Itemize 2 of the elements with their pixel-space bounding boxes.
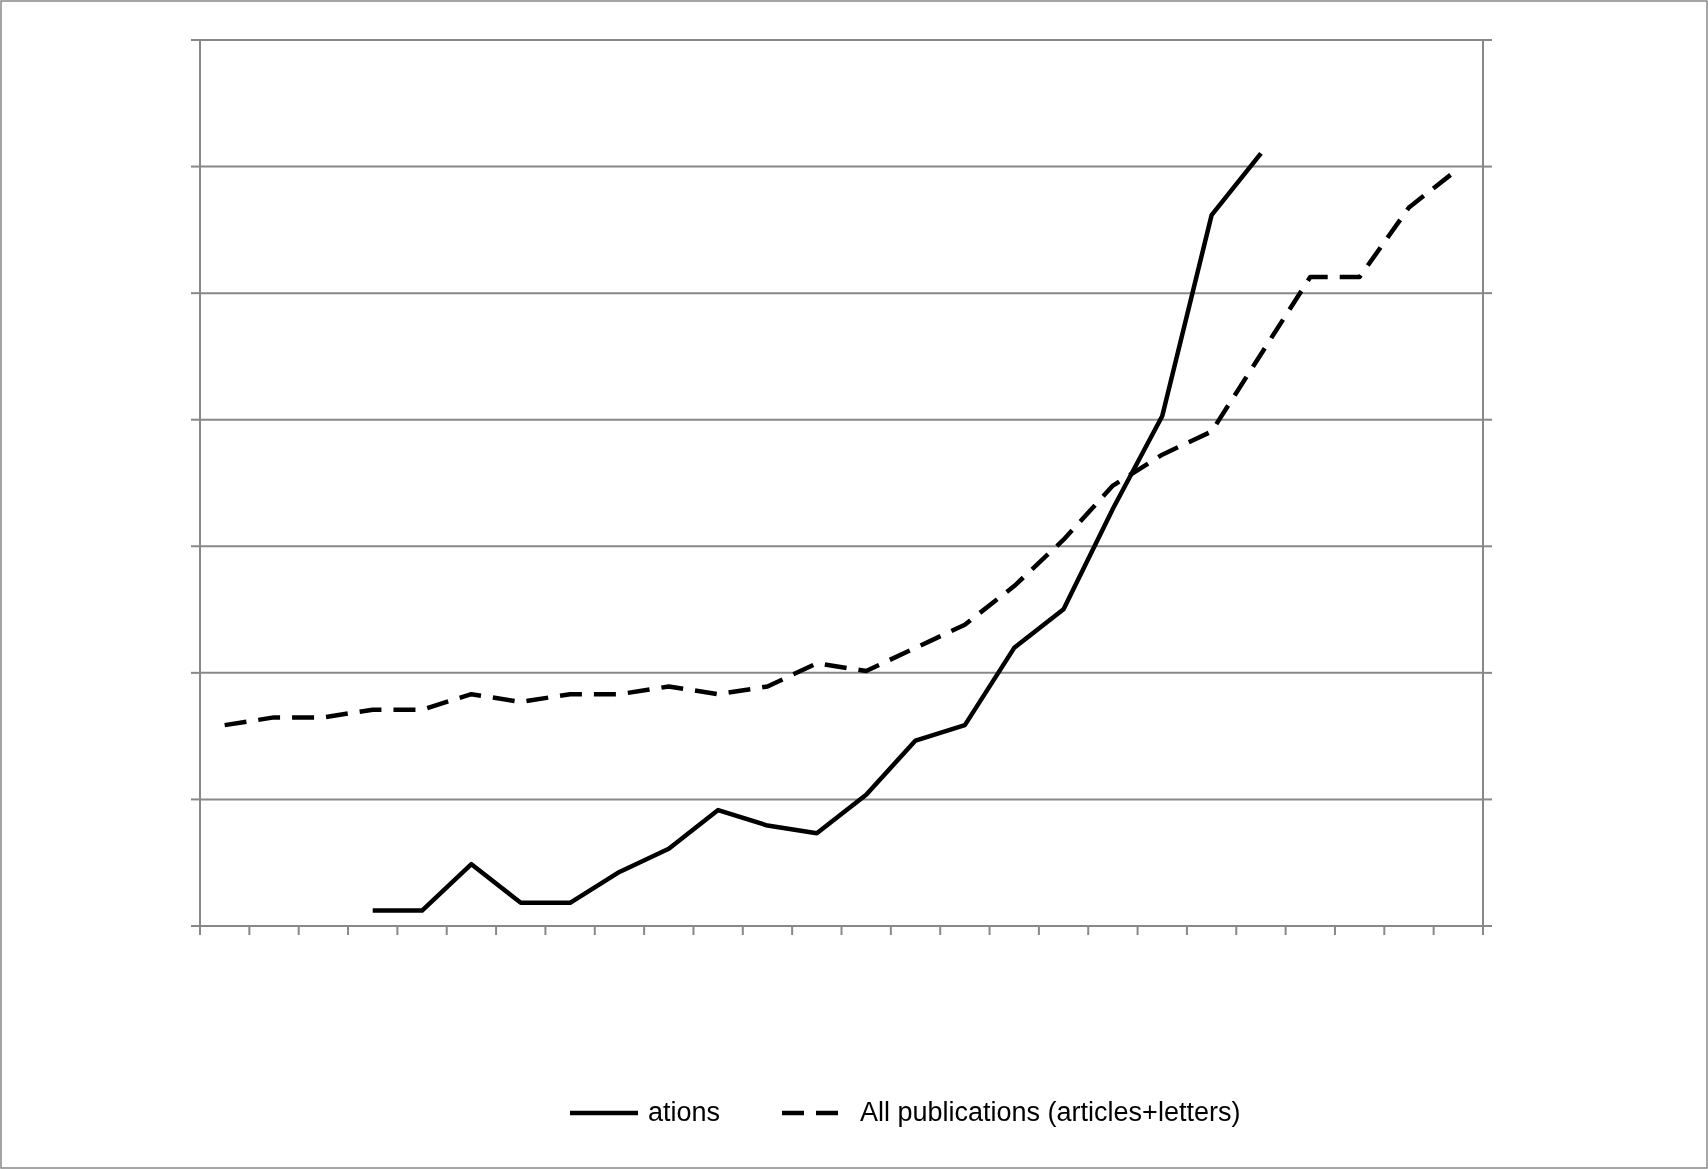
legend-label: All publications (articles+letters) <box>860 1097 1241 1127</box>
legend-label: ations <box>648 1097 721 1127</box>
